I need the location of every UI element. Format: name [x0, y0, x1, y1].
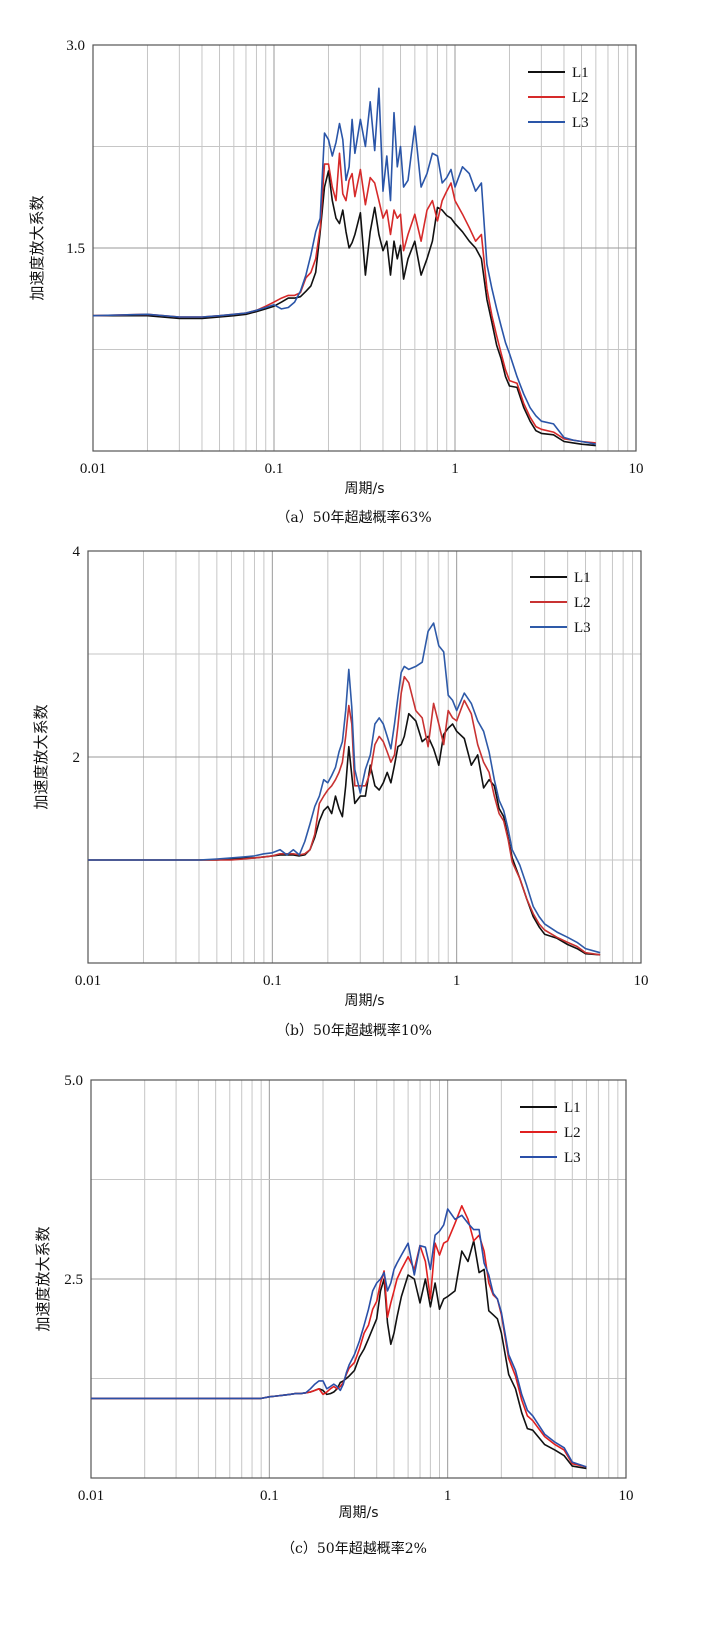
x-tick-label: 0.01 — [80, 461, 106, 477]
chart-b-x-axis-label: 周期/s — [344, 993, 384, 1009]
series-line-l1 — [93, 170, 596, 447]
y-tick-label: 2 — [73, 750, 81, 766]
chart-a-legend: L1 L2 L3 — [528, 65, 589, 131]
legend-label-l3: L3 — [572, 115, 589, 131]
x-tick-label: 0.01 — [78, 1488, 104, 1504]
x-tick-label: 1 — [451, 461, 459, 477]
legend-label-l1: L1 — [572, 65, 589, 81]
x-tick-label: 0.1 — [265, 461, 284, 477]
series-line-l2 — [92, 152, 596, 444]
y-tick-label: 3.0 — [66, 38, 85, 54]
x-tick-label: 10 — [619, 1488, 634, 1504]
chart-b-plot-frame — [87, 550, 642, 964]
legend-label-l2: L2 — [564, 1125, 581, 1141]
chart-panel-b: 0.01 0.1 1 10 2 4 L1 L2 L3 周期/s 加速度放大系数 （b）50年超越概率1… — [0, 544, 709, 1080]
chart-a-x-axis-label: 周期/s — [344, 481, 384, 497]
chart-b-grid — [87, 551, 641, 963]
chart-a-plot-frame — [92, 44, 637, 452]
chart-a-svg: 0.01 0.1 1 10 1.5 3.0 L1 L2 L3 周期/s 加速度放大系数 （a）50年超… — [28, 38, 644, 526]
x-tick-label: 1 — [444, 1488, 452, 1504]
y-tick-label: 1.5 — [66, 241, 85, 257]
series-line-l3 — [88, 622, 601, 954]
legend-label-l3: L3 — [564, 1150, 581, 1166]
x-tick-label: 0.01 — [75, 973, 101, 989]
chart-c-plot-frame — [90, 1079, 627, 1479]
chart-a-y-axis-label: 加速度放大系数 — [28, 195, 46, 300]
chart-b-caption: （b）50年超越概率10% — [276, 1022, 432, 1039]
series-line-l2 — [88, 675, 601, 956]
series-line-l1 — [91, 1240, 587, 1470]
x-tick-label: 10 — [634, 973, 649, 989]
chart-c-legend: L1 L2 L3 — [520, 1100, 581, 1166]
chart-panel-c: 0.01 0.1 1 10 2.5 5.0 L1 L2 L3 周期/s 加速度放大系数 （c）50年超… — [0, 1073, 709, 1639]
chart-a-grid — [92, 45, 636, 451]
chart-c-caption: （c）50年超越概率2% — [281, 1540, 427, 1557]
chart-c-x-axis-label: 周期/s — [338, 1505, 378, 1521]
chart-b-legend: L1 L2 L3 — [530, 570, 591, 636]
y-tick-label: 2.5 — [64, 1272, 83, 1288]
legend-label-l1: L1 — [564, 1100, 581, 1116]
chart-c-y-axis-label: 加速度放大系数 — [34, 1226, 52, 1331]
series-line-l3 — [91, 1208, 587, 1468]
y-tick-label: 5.0 — [64, 1073, 83, 1089]
chart-c-grid — [90, 1080, 626, 1478]
chart-a-caption: （a）50年超越概率63% — [276, 509, 431, 526]
legend-label-l3: L3 — [574, 620, 591, 636]
x-tick-label: 0.1 — [263, 973, 282, 989]
x-tick-label: 1 — [453, 973, 461, 989]
x-tick-label: 0.1 — [260, 1488, 279, 1504]
legend-label-l1: L1 — [574, 570, 591, 586]
x-tick-label: 10 — [629, 461, 644, 477]
legend-label-l2: L2 — [574, 595, 591, 611]
series-line-l3 — [92, 87, 596, 445]
y-tick-label: 4 — [73, 544, 81, 560]
chart-b-y-axis-label: 加速度放大系数 — [32, 704, 50, 809]
series-line-l2 — [91, 1205, 587, 1468]
chart-c-svg: 0.01 0.1 1 10 2.5 5.0 L1 L2 L3 周期/s 加速度放大系数 （c）50年超… — [34, 1073, 634, 1557]
legend-label-l2: L2 — [572, 90, 589, 106]
chart-b-svg: 0.01 0.1 1 10 2 4 L1 L2 L3 周期/s 加速度放大系数 （b）50年超越概率1… — [32, 544, 649, 1039]
chart-panel-a: 0.01 0.1 1 10 1.5 3.0 L1 L2 L3 周期/s 加速度放大系数 （a）50年超… — [0, 0, 709, 545]
